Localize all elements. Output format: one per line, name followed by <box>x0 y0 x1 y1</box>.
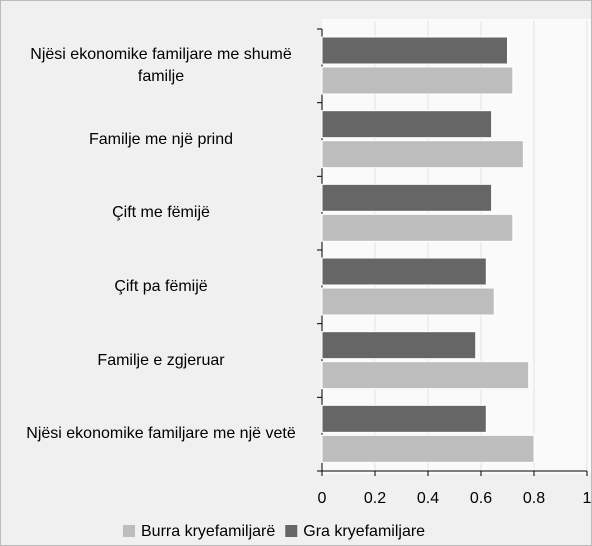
bar <box>321 213 514 242</box>
y-tick-label: Çift pa fëmijë <box>114 277 208 295</box>
bar <box>321 257 487 286</box>
x-tick-label: 1 <box>583 490 592 507</box>
x-tick-label: 0.8 <box>523 490 545 507</box>
bar <box>321 361 530 390</box>
bar <box>321 331 477 360</box>
y-tick-label: Çift me fëmijë <box>112 204 210 222</box>
legend-label: Gra kryefamiljare <box>303 523 425 540</box>
y-tick-label: Familje e zgjeruar <box>97 351 225 369</box>
y-tick-label: Njësi ekonomike familjare me shumë famil… <box>30 45 292 85</box>
legend-label: Burra kryefamiljarë <box>141 523 275 540</box>
legend-swatch <box>285 525 298 537</box>
y-tick-label: Njësi ekonomike familjare me një vetë <box>26 425 296 443</box>
legend-swatch <box>123 525 135 537</box>
bar <box>321 36 508 65</box>
x-tick-label: 0.6 <box>470 490 492 507</box>
bar <box>321 183 493 212</box>
bar <box>321 140 524 169</box>
bar <box>321 287 495 316</box>
x-tick-label: 0.4 <box>417 490 439 507</box>
x-tick-label: 0.2 <box>364 490 386 507</box>
bar <box>321 66 514 95</box>
x-tick-label: 0 <box>318 490 327 507</box>
plot-area <box>322 19 591 474</box>
bar <box>321 110 493 139</box>
y-tick-label: Familje me një prind <box>88 130 234 148</box>
bar <box>321 404 487 433</box>
bar <box>321 434 535 463</box>
